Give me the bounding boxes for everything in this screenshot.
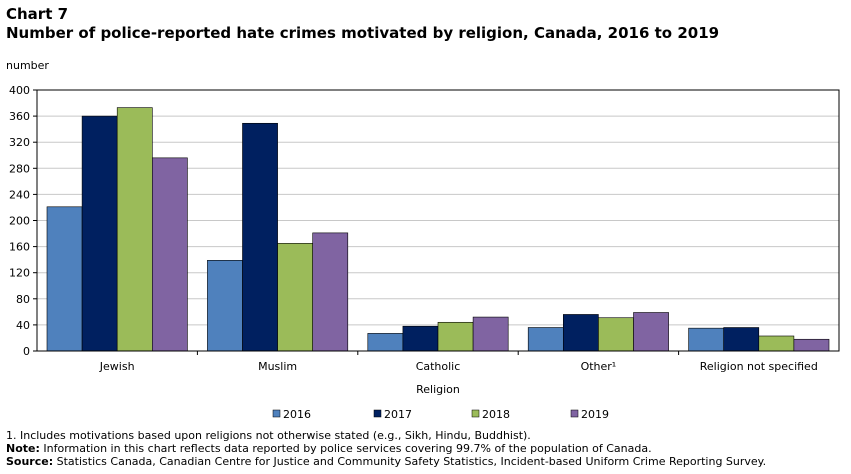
bar-2018-4 bbox=[758, 335, 795, 352]
chart-number: Chart 7 bbox=[6, 5, 69, 23]
x-tick-label: Religion not specified bbox=[700, 360, 818, 373]
bar-2016-2 bbox=[367, 333, 404, 352]
chart-title: Number of police-reported hate crimes mo… bbox=[6, 24, 720, 42]
source-label: Source: bbox=[6, 455, 54, 468]
source-text: Statistics Canada, Canadian Centre for J… bbox=[53, 455, 767, 468]
bar-2019-3 bbox=[633, 312, 669, 352]
bar-2016-1 bbox=[207, 260, 243, 352]
y-axis-label: number bbox=[6, 59, 49, 72]
bar-2019-4 bbox=[793, 338, 830, 352]
legend-swatch-2019 bbox=[570, 409, 579, 418]
x-tick-label: Catholic bbox=[416, 360, 461, 373]
bar-2017-4 bbox=[723, 327, 760, 352]
legend-swatch-2017 bbox=[373, 409, 382, 418]
y-tick-label: 160 bbox=[9, 241, 30, 254]
bar-2018-0 bbox=[116, 107, 153, 352]
note-text: Information in this chart reflects data … bbox=[39, 442, 652, 455]
bar-2018-3 bbox=[598, 317, 634, 352]
note-label: Note: bbox=[6, 442, 40, 455]
source-line: Source: Statistics Canada, Canadian Cent… bbox=[6, 455, 766, 468]
bar-2019-1 bbox=[312, 232, 349, 352]
y-tick-label: 280 bbox=[9, 162, 30, 175]
x-axis-label: Religion bbox=[416, 383, 460, 396]
bar-2017-1 bbox=[242, 122, 278, 352]
legend-swatch-2016 bbox=[272, 409, 281, 418]
bar-2017-3 bbox=[562, 314, 599, 352]
y-tick-label: 0 bbox=[23, 345, 30, 358]
legend-swatch-2018 bbox=[471, 409, 480, 418]
y-tick-label: 80 bbox=[16, 293, 30, 306]
legend-label-2016: 2016 bbox=[283, 408, 311, 421]
y-tick-label: 320 bbox=[9, 136, 30, 149]
bar-2018-2 bbox=[437, 321, 474, 352]
bar-2017-0 bbox=[81, 115, 118, 352]
y-tick-label: 400 bbox=[9, 84, 30, 97]
bar-2017-2 bbox=[402, 325, 439, 352]
note-line: Note: Information in this chart reflects… bbox=[6, 442, 766, 455]
y-tick-label: 40 bbox=[16, 319, 30, 332]
chart-notes: 1. Includes motivations based upon relig… bbox=[6, 429, 766, 468]
y-tick-label: 360 bbox=[9, 110, 30, 123]
bar-2016-4 bbox=[688, 327, 724, 352]
x-tick-label: Muslim bbox=[258, 360, 297, 373]
x-tick-label: Jewish bbox=[99, 360, 135, 373]
x-tick-label: Other¹ bbox=[581, 360, 617, 373]
bar-2016-3 bbox=[527, 327, 564, 352]
bar-2016-0 bbox=[46, 206, 83, 352]
bar-2018-1 bbox=[277, 243, 314, 352]
legend-label-2019: 2019 bbox=[581, 408, 609, 421]
y-tick-label: 120 bbox=[9, 267, 30, 280]
legend-label-2017: 2017 bbox=[384, 408, 412, 421]
bar-2019-0 bbox=[152, 157, 188, 352]
bar-chart: number 0 40 80 120 160 200 240 280 320 360 400 Jewis… bbox=[6, 59, 840, 421]
legend-label-2018: 2018 bbox=[482, 408, 510, 421]
y-tick-label: 240 bbox=[9, 188, 30, 201]
footnote: 1. Includes motivations based upon relig… bbox=[6, 429, 531, 442]
bar-2019-2 bbox=[472, 316, 509, 352]
plot-frame bbox=[36, 89, 840, 352]
y-tick-label: 200 bbox=[9, 215, 30, 228]
